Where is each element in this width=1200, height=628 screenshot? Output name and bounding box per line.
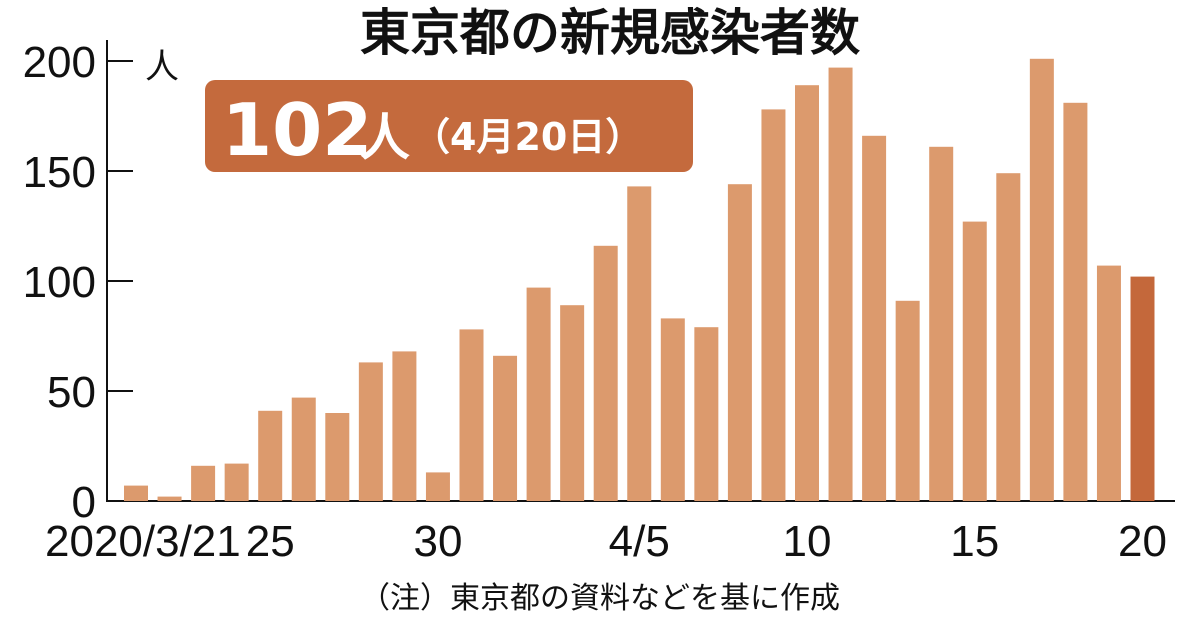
x-tick-label: 25: [246, 517, 295, 566]
bar-4/16: [996, 173, 1021, 501]
bar-4/15: [962, 221, 987, 501]
bar-4/8: [727, 184, 752, 501]
x-tick-label: 15: [950, 517, 999, 566]
bar-4/4: [593, 245, 618, 501]
bar-4/20: [1130, 276, 1155, 501]
source-note: （注）東京都の資料などを基に作成: [360, 581, 840, 616]
highlight-value: 102: [222, 88, 372, 172]
y-tick-label: 50: [47, 368, 96, 417]
bar-4/10: [795, 85, 819, 501]
bar-3/30: [425, 472, 450, 501]
bar-4/19: [1096, 265, 1121, 501]
x-tick-label: 30: [413, 517, 462, 566]
bar-3/21: [124, 485, 148, 501]
bar-4/7: [694, 327, 719, 501]
bar-3/29: [392, 351, 417, 501]
bar-3/22: [157, 496, 182, 501]
highlight-unit: 人: [360, 109, 410, 167]
highlight-badge: 102 人 （4月20日）: [205, 80, 693, 172]
highlight-badge-bg: [205, 80, 693, 172]
bar-4/9: [761, 109, 786, 502]
bar-4/11: [828, 67, 853, 501]
y-tick-label: 0: [72, 478, 96, 527]
x-tick-label: 4/5: [609, 517, 670, 566]
y-unit-label: 人: [145, 47, 179, 87]
y-tick-label: 200: [23, 38, 96, 87]
bar-3/25: [258, 410, 283, 501]
bar-4/1: [493, 355, 518, 501]
bar-3/23: [191, 465, 216, 501]
bar-4/13: [895, 300, 920, 501]
chart-title: 東京都の新規感染者数: [360, 4, 860, 62]
bar-4/6: [660, 318, 685, 501]
x-tick-label: 2020/3/21: [45, 517, 241, 566]
bar-4/3: [560, 305, 585, 501]
highlight-date: （4月20日）: [412, 115, 643, 159]
y-tick-label: 150: [23, 148, 96, 197]
bar-4/14: [929, 146, 954, 502]
x-tick-label: 10: [783, 517, 832, 566]
bar-4/2: [526, 287, 551, 501]
bar-4/18: [1063, 102, 1088, 502]
bar-3/28: [358, 362, 383, 501]
bar-3/31: [459, 329, 484, 501]
x-tick-label: 20: [1118, 517, 1167, 566]
bar-3/26: [291, 397, 316, 501]
bar-4/5: [627, 186, 652, 501]
bar-3/24: [224, 463, 249, 501]
bar-4/12: [862, 135, 887, 502]
bar-3/27: [325, 413, 350, 501]
y-tick-label: 100: [23, 258, 96, 307]
bar-4/17: [1029, 58, 1054, 502]
